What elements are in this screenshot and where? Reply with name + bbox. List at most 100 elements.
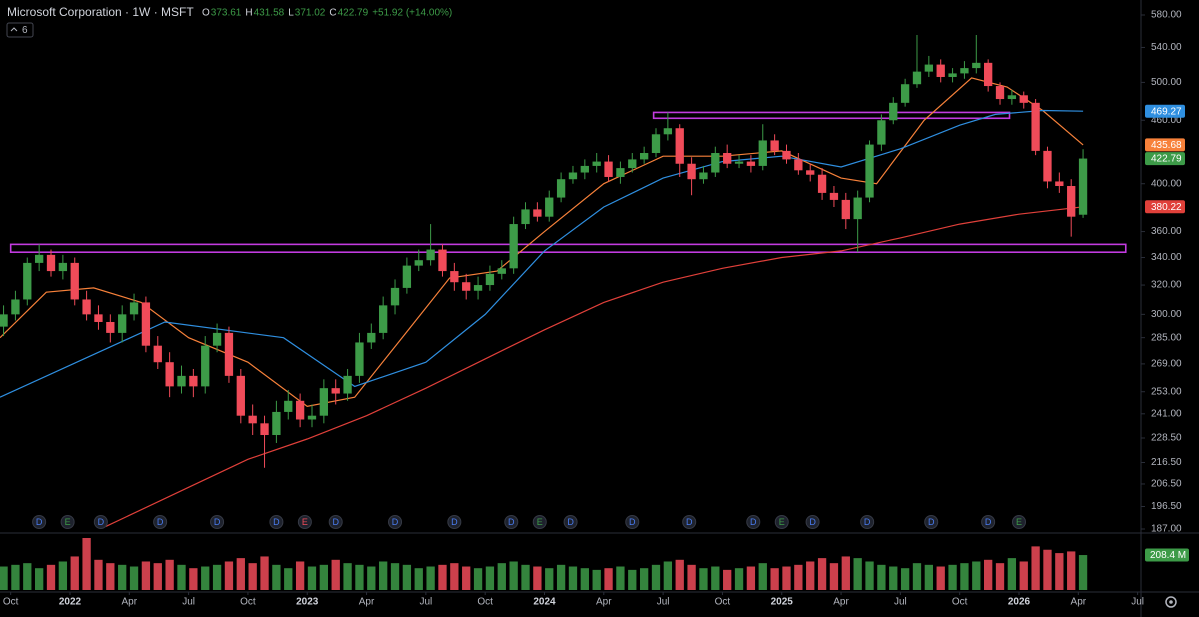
- volume-bar: [1007, 558, 1017, 590]
- candle-body: [260, 423, 269, 436]
- candle-body: [972, 62, 981, 69]
- indicator-count: 6: [22, 25, 28, 36]
- volume-bar: [639, 568, 649, 590]
- volume-bar: [889, 566, 898, 590]
- volume-bar: [367, 566, 376, 590]
- candle-body: [545, 197, 554, 217]
- y-tick-label: 216.50: [1151, 457, 1182, 468]
- indicator-toggle[interactable]: [6, 22, 34, 38]
- x-tick-label: Apr: [1071, 597, 1087, 608]
- price-badge: [1145, 138, 1185, 152]
- x-tick-label: Oct: [240, 597, 256, 608]
- event-marker: [32, 515, 47, 529]
- candle-body: [236, 375, 245, 416]
- candle-body: [521, 209, 530, 225]
- volume-bar: [414, 568, 423, 590]
- event-label: D: [629, 517, 636, 527]
- price-change: +51.92 (+14.00%): [372, 8, 452, 19]
- candle-body: [604, 161, 613, 177]
- candle-body: [794, 159, 803, 171]
- volume-bar: [948, 564, 957, 590]
- ohlc-value: 422.79: [338, 8, 369, 19]
- volume-bar: [841, 556, 850, 590]
- candle-body: [924, 64, 933, 72]
- volume-bar: [723, 569, 732, 590]
- y-tick-label: 320.00: [1151, 280, 1182, 291]
- price-badge: [1145, 104, 1185, 118]
- candle-body: [865, 144, 874, 198]
- volume-bar: [94, 559, 103, 590]
- volume-bar: [82, 538, 91, 590]
- candle-body: [402, 265, 412, 288]
- volume-bar: [746, 566, 756, 590]
- x-tick-label: 2026: [1008, 597, 1031, 608]
- event-marker: [532, 515, 547, 529]
- volume-bar: [568, 566, 578, 590]
- chart-title: Microsoft Corporation · 1W · MSFT: [7, 5, 194, 19]
- event-marker: [60, 515, 75, 529]
- volume-bar: [912, 563, 922, 590]
- moving-average: [0, 109, 1084, 398]
- candle-body: [485, 273, 495, 286]
- candle-body: [639, 153, 649, 160]
- volume-bar: [936, 566, 945, 590]
- event-label: D: [332, 517, 339, 527]
- event-marker: [860, 515, 875, 529]
- ohlc-value: 373.61: [211, 8, 242, 19]
- volume-bar: [675, 559, 684, 590]
- volume-bar: [604, 568, 613, 590]
- candle-body: [1067, 186, 1076, 217]
- candle-body: [165, 362, 174, 387]
- volume-bar: [865, 561, 874, 590]
- price-badge-label: 422.79: [1151, 154, 1182, 165]
- volume-bar: [11, 564, 20, 590]
- chevron-icon: [10, 27, 18, 32]
- event-marker: [981, 515, 996, 529]
- volume-bar: [177, 564, 186, 590]
- candle-body: [426, 249, 435, 261]
- price-badge: [1145, 152, 1185, 166]
- y-tick-label: 206.50: [1151, 479, 1182, 490]
- candle-body: [877, 120, 886, 145]
- volume-bar: [106, 563, 115, 590]
- candle-body: [699, 172, 708, 180]
- x-tick-label: Jul: [419, 597, 432, 608]
- price-zone: [9, 243, 1127, 254]
- event-label: D: [928, 517, 935, 527]
- y-tick-label: 228.50: [1151, 433, 1182, 444]
- x-tick-label: Apr: [359, 597, 375, 608]
- volume-bar: [473, 568, 483, 590]
- volume-bar: [556, 564, 566, 590]
- candle-body: [177, 375, 186, 387]
- event-marker: [805, 515, 820, 529]
- price-badge-label: 380.22: [1151, 202, 1182, 213]
- volume-bar: [165, 559, 174, 590]
- event-label: E: [302, 517, 308, 527]
- candle-body: [450, 271, 459, 283]
- event-marker: [388, 515, 403, 529]
- x-tick-label: Oct: [3, 597, 19, 608]
- volume-bar: [295, 561, 305, 590]
- volume-bar: [319, 564, 329, 590]
- candle-body: [948, 73, 957, 77]
- candle-body: [248, 415, 257, 424]
- candle-body: [580, 165, 589, 173]
- volume-bar: [390, 563, 400, 590]
- volume-bar: [1043, 549, 1052, 590]
- ohlc-label: O: [202, 8, 210, 19]
- candle-body: [189, 375, 198, 387]
- y-tick-label: 285.00: [1151, 332, 1182, 343]
- candle-body: [11, 299, 20, 315]
- event-marker: [924, 515, 939, 529]
- candle-body: [1043, 150, 1052, 182]
- volume-bar: [23, 563, 32, 590]
- volume-bar: [70, 556, 79, 590]
- settings-icon[interactable]: [1165, 596, 1177, 608]
- candle-body: [1031, 102, 1040, 151]
- volume-bar: [521, 564, 530, 590]
- event-label: D: [98, 517, 105, 527]
- candle-body: [995, 86, 1005, 100]
- volume-bar: [224, 561, 234, 590]
- y-tick-label: 340.00: [1151, 252, 1182, 263]
